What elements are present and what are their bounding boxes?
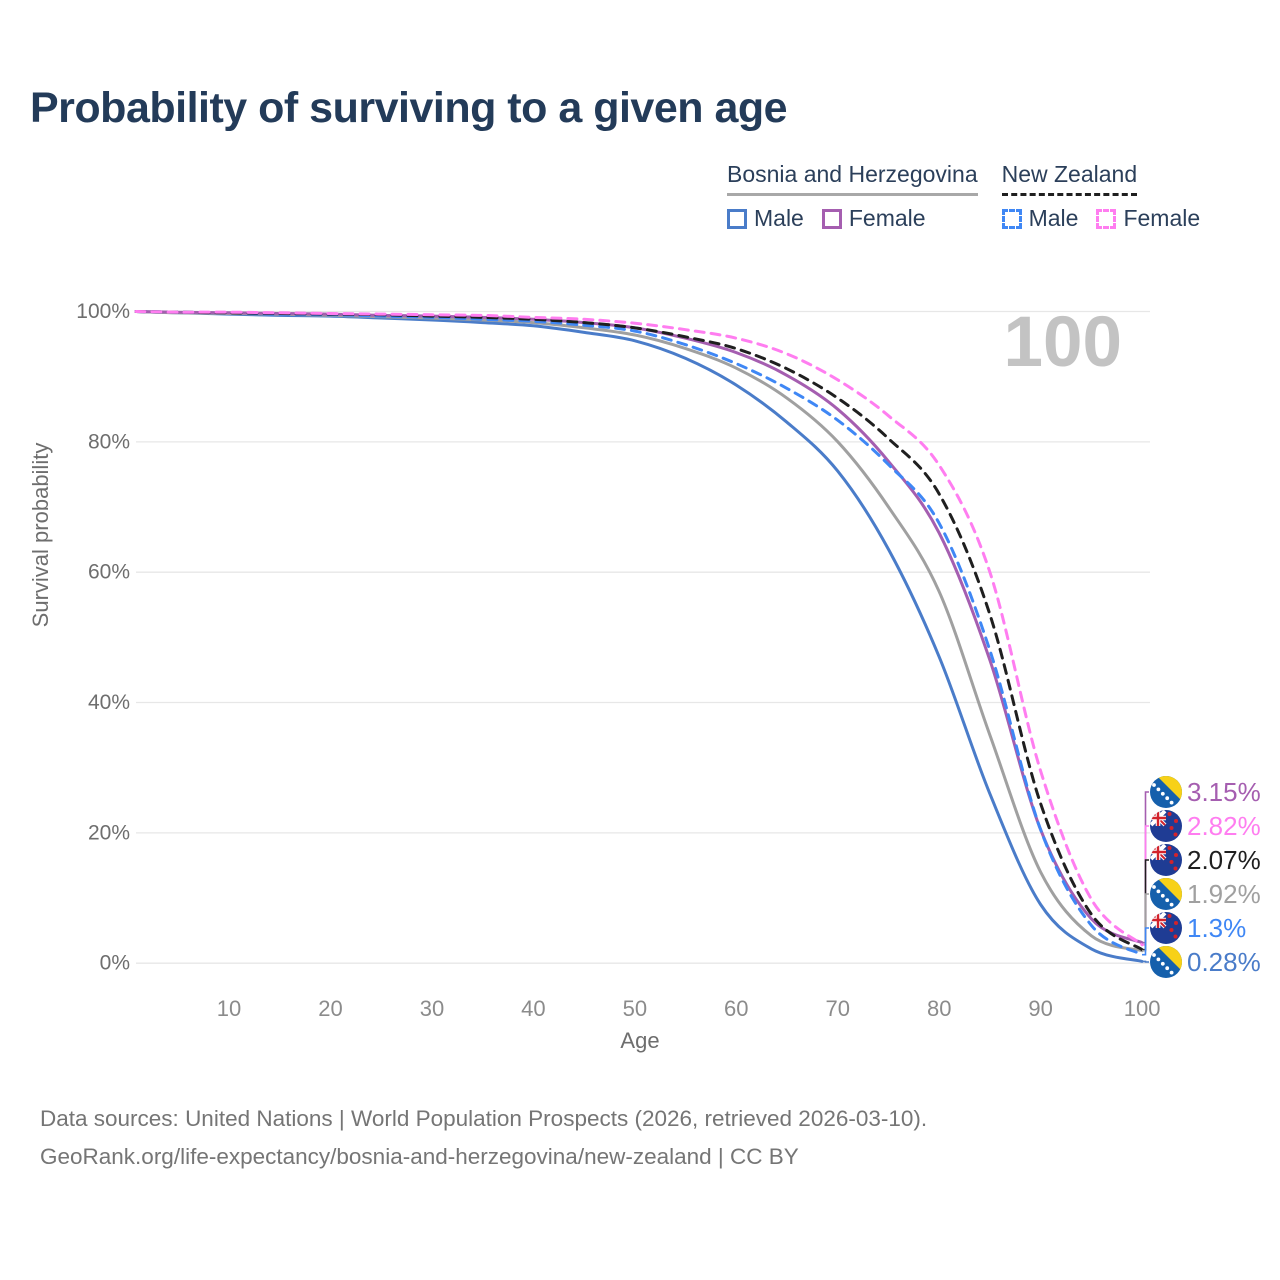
line-new-zealand-male bbox=[134, 310, 1144, 957]
x-tick-100: 100 bbox=[1124, 996, 1161, 1021]
y-tick-80: 80% bbox=[88, 430, 130, 453]
x-tick-50: 50 bbox=[623, 996, 647, 1021]
flag-icon-nz bbox=[1150, 912, 1182, 944]
x-tick-90: 90 bbox=[1028, 996, 1052, 1021]
flag-icon-ba bbox=[1150, 776, 1182, 808]
footer: Data sources: United Nations | World Pop… bbox=[40, 1100, 927, 1176]
label-connector-bosnia-male bbox=[1142, 960, 1149, 963]
x-tick-80: 80 bbox=[927, 996, 951, 1021]
x-tick-20: 20 bbox=[318, 996, 342, 1021]
legend-label-new-zealand-female: Female bbox=[1123, 205, 1201, 231]
line-bosnia-male bbox=[134, 310, 1144, 963]
legend-label-bosnia-female: Female bbox=[848, 205, 926, 231]
line-bosnia-female bbox=[134, 310, 1144, 945]
x-tick-60: 60 bbox=[724, 996, 748, 1021]
end-value-new-zealand-female: 2.82% bbox=[1187, 811, 1261, 841]
x-axis-label: Age bbox=[620, 1028, 659, 1053]
legend-item-new-zealand-female[interactable]: Female bbox=[1096, 205, 1200, 232]
y-tick-0: 0% bbox=[100, 952, 130, 975]
line-new-zealand-female bbox=[134, 310, 1144, 947]
label-connector-bosnia-total bbox=[1142, 893, 1149, 952]
url-line: GeoRank.org/life-expectancy/bosnia-and-h… bbox=[40, 1144, 799, 1169]
flag-icon-ba bbox=[1150, 878, 1182, 910]
flag-icon-nz bbox=[1150, 810, 1182, 842]
legend-item-bosnia-male[interactable]: Male bbox=[727, 205, 804, 232]
source-line: Data sources: United Nations | World Pop… bbox=[40, 1106, 928, 1131]
legend-country-bosnia: Bosnia and Herzegovina bbox=[727, 161, 978, 196]
x-tick-10: 10 bbox=[217, 996, 241, 1021]
end-value-bosnia-female: 3.15% bbox=[1187, 777, 1261, 807]
x-tick-70: 70 bbox=[826, 996, 850, 1021]
end-value-bosnia-total: 1.92% bbox=[1187, 879, 1261, 909]
end-value-bosnia-male: 0.28% bbox=[1187, 947, 1261, 977]
legend-label-new-zealand-male: Male bbox=[1028, 205, 1079, 231]
y-tick-20: 20% bbox=[88, 821, 130, 844]
legend-swatch-new-zealand-male-icon bbox=[1001, 208, 1022, 229]
line-bosnia-total bbox=[134, 310, 1144, 953]
line-new-zealand-total bbox=[134, 310, 1144, 952]
legend-group-new-zealand: New Zealand Male Female bbox=[1001, 161, 1219, 232]
legend-swatch-bosnia-female-icon bbox=[821, 208, 842, 229]
legend-label-bosnia-male: Male bbox=[754, 205, 804, 231]
x-tick-30: 30 bbox=[420, 996, 444, 1021]
y-tick-100: 100% bbox=[76, 300, 130, 323]
flag-icon-nz bbox=[1150, 844, 1182, 876]
y-tick-40: 40% bbox=[88, 691, 130, 714]
legend-swatch-new-zealand-female-icon bbox=[1096, 208, 1117, 229]
end-value-new-zealand-male: 1.3% bbox=[1187, 913, 1246, 943]
y-tick-60: 60% bbox=[88, 561, 130, 584]
legend: Bosnia and Herzegovina Male Female New Z… bbox=[727, 161, 1218, 232]
y-axis-label: Survival probability bbox=[28, 443, 53, 628]
flag-icon-ba bbox=[1150, 946, 1182, 978]
legend-item-bosnia-female[interactable]: Female bbox=[821, 205, 926, 232]
x-tick-40: 40 bbox=[521, 996, 545, 1021]
legend-swatch-bosnia-male-icon bbox=[727, 208, 747, 229]
label-connector-new-zealand-male bbox=[1142, 927, 1149, 956]
page-title: Probability of surviving to a given age bbox=[30, 84, 788, 132]
legend-country-new-zealand: New Zealand bbox=[1001, 161, 1138, 196]
end-value-new-zealand-total: 2.07% bbox=[1187, 845, 1261, 875]
legend-item-new-zealand-male[interactable]: Male bbox=[1001, 205, 1079, 232]
age-counter: 100 bbox=[1004, 303, 1122, 382]
legend-group-bosnia: Bosnia and Herzegovina Male Female bbox=[727, 161, 978, 232]
